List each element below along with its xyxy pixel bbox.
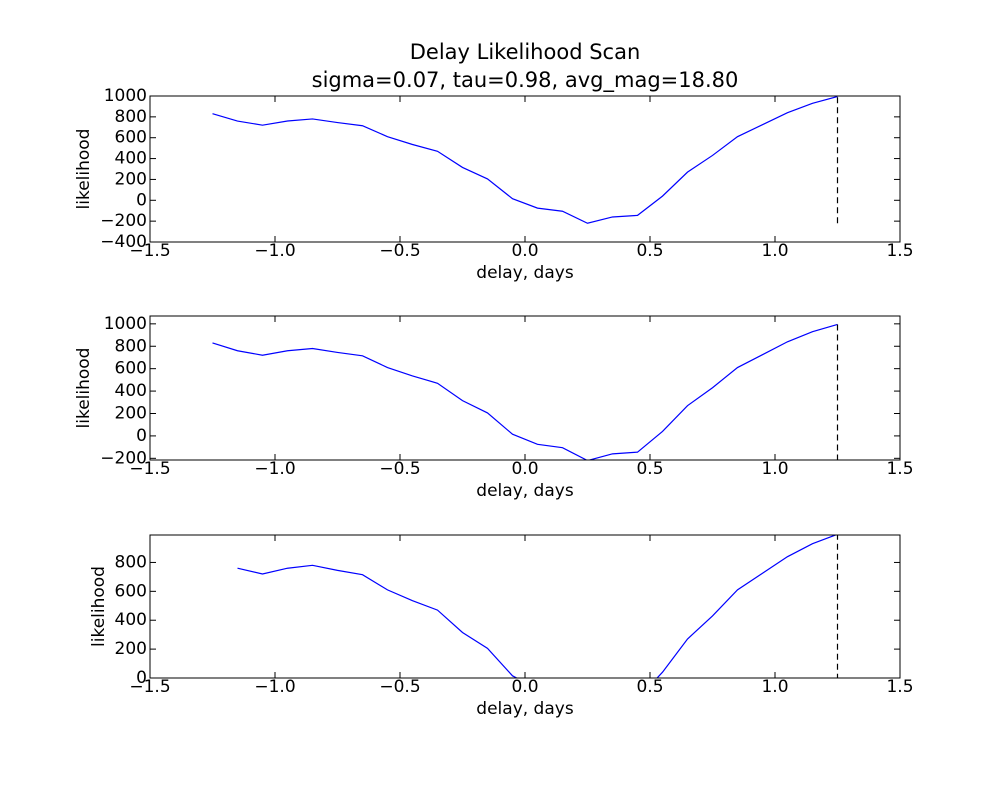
x-tick-label: 1.5 bbox=[886, 677, 913, 697]
x-axis-label: delay, days bbox=[476, 699, 574, 719]
x-tick-label: 0.0 bbox=[511, 677, 538, 697]
x-tick-label: 0.5 bbox=[636, 677, 663, 697]
data-line bbox=[212, 96, 838, 224]
x-tick-label: −1.5 bbox=[129, 677, 170, 697]
x-tick-label: −0.5 bbox=[379, 241, 420, 261]
y-tick-label: 800 bbox=[115, 336, 147, 356]
y-tick-label: 800 bbox=[115, 107, 147, 127]
x-tick-label: −0.5 bbox=[379, 677, 420, 697]
y-axis-label: likelihood bbox=[89, 566, 109, 647]
y-tick-label: 600 bbox=[115, 581, 147, 601]
x-tick-label: 0.5 bbox=[636, 241, 663, 261]
y-axis-label: likelihood bbox=[74, 348, 94, 429]
y-tick-label: 0 bbox=[136, 668, 147, 688]
y-tick-label: 400 bbox=[115, 381, 147, 401]
y-tick-label: 800 bbox=[115, 552, 147, 572]
x-tick-label: −0.5 bbox=[379, 459, 420, 479]
y-tick-label: 0 bbox=[136, 426, 147, 446]
y-tick-label: 200 bbox=[115, 169, 147, 189]
y-tick-label: 1000 bbox=[104, 86, 147, 106]
y-tick-label: 600 bbox=[115, 359, 147, 379]
y-tick-label: 400 bbox=[115, 610, 147, 630]
y-tick-label: 0 bbox=[136, 190, 147, 210]
x-tick-label: 0.0 bbox=[511, 241, 538, 261]
x-tick-label: 1.5 bbox=[886, 459, 913, 479]
x-tick-label: −1.5 bbox=[129, 459, 170, 479]
x-tick-label: −1.0 bbox=[254, 241, 295, 261]
y-axis-label: likelihood bbox=[74, 129, 94, 210]
chart-subtitle: sigma=0.07, tau=0.98, avg_mag=18.80 bbox=[312, 68, 739, 93]
x-tick-label: −1.0 bbox=[254, 677, 295, 697]
data-line bbox=[212, 323, 838, 460]
subplot: −1.5 −1.0 −0.5 0.0 0.5 1.0 1.5 −400−20002004006… bbox=[74, 86, 914, 283]
x-tick-label: 1.5 bbox=[886, 241, 913, 261]
chart-title: Delay Likelihood Scan bbox=[410, 40, 641, 64]
x-tick-label: −1.5 bbox=[129, 241, 170, 261]
x-tick-label: 0.0 bbox=[511, 459, 538, 479]
y-tick-label: 1000 bbox=[104, 314, 147, 334]
y-tick-label: 200 bbox=[115, 639, 147, 659]
x-axis-label: delay, days bbox=[476, 481, 574, 501]
x-tick-label: 0.5 bbox=[636, 459, 663, 479]
y-tick-label: 600 bbox=[115, 128, 147, 148]
x-tick-label: 1.0 bbox=[761, 677, 788, 697]
y-tick-label: 200 bbox=[115, 403, 147, 423]
x-tick-label: −1.0 bbox=[254, 459, 295, 479]
y-tick-label: −200 bbox=[100, 448, 147, 468]
x-axis-label: delay, days bbox=[476, 263, 574, 283]
x-tick-label: 1.0 bbox=[761, 459, 788, 479]
y-tick-label: 400 bbox=[115, 149, 147, 169]
x-tick-label: 1.0 bbox=[761, 241, 788, 261]
data-line bbox=[237, 535, 838, 678]
y-tick-label: −400 bbox=[100, 232, 147, 252]
y-tick-label: −200 bbox=[100, 211, 147, 231]
subplot: −1.5 −1.0 −0.5 0.0 0.5 1.0 1.5 0 200 400 600 800 del… bbox=[89, 534, 914, 719]
